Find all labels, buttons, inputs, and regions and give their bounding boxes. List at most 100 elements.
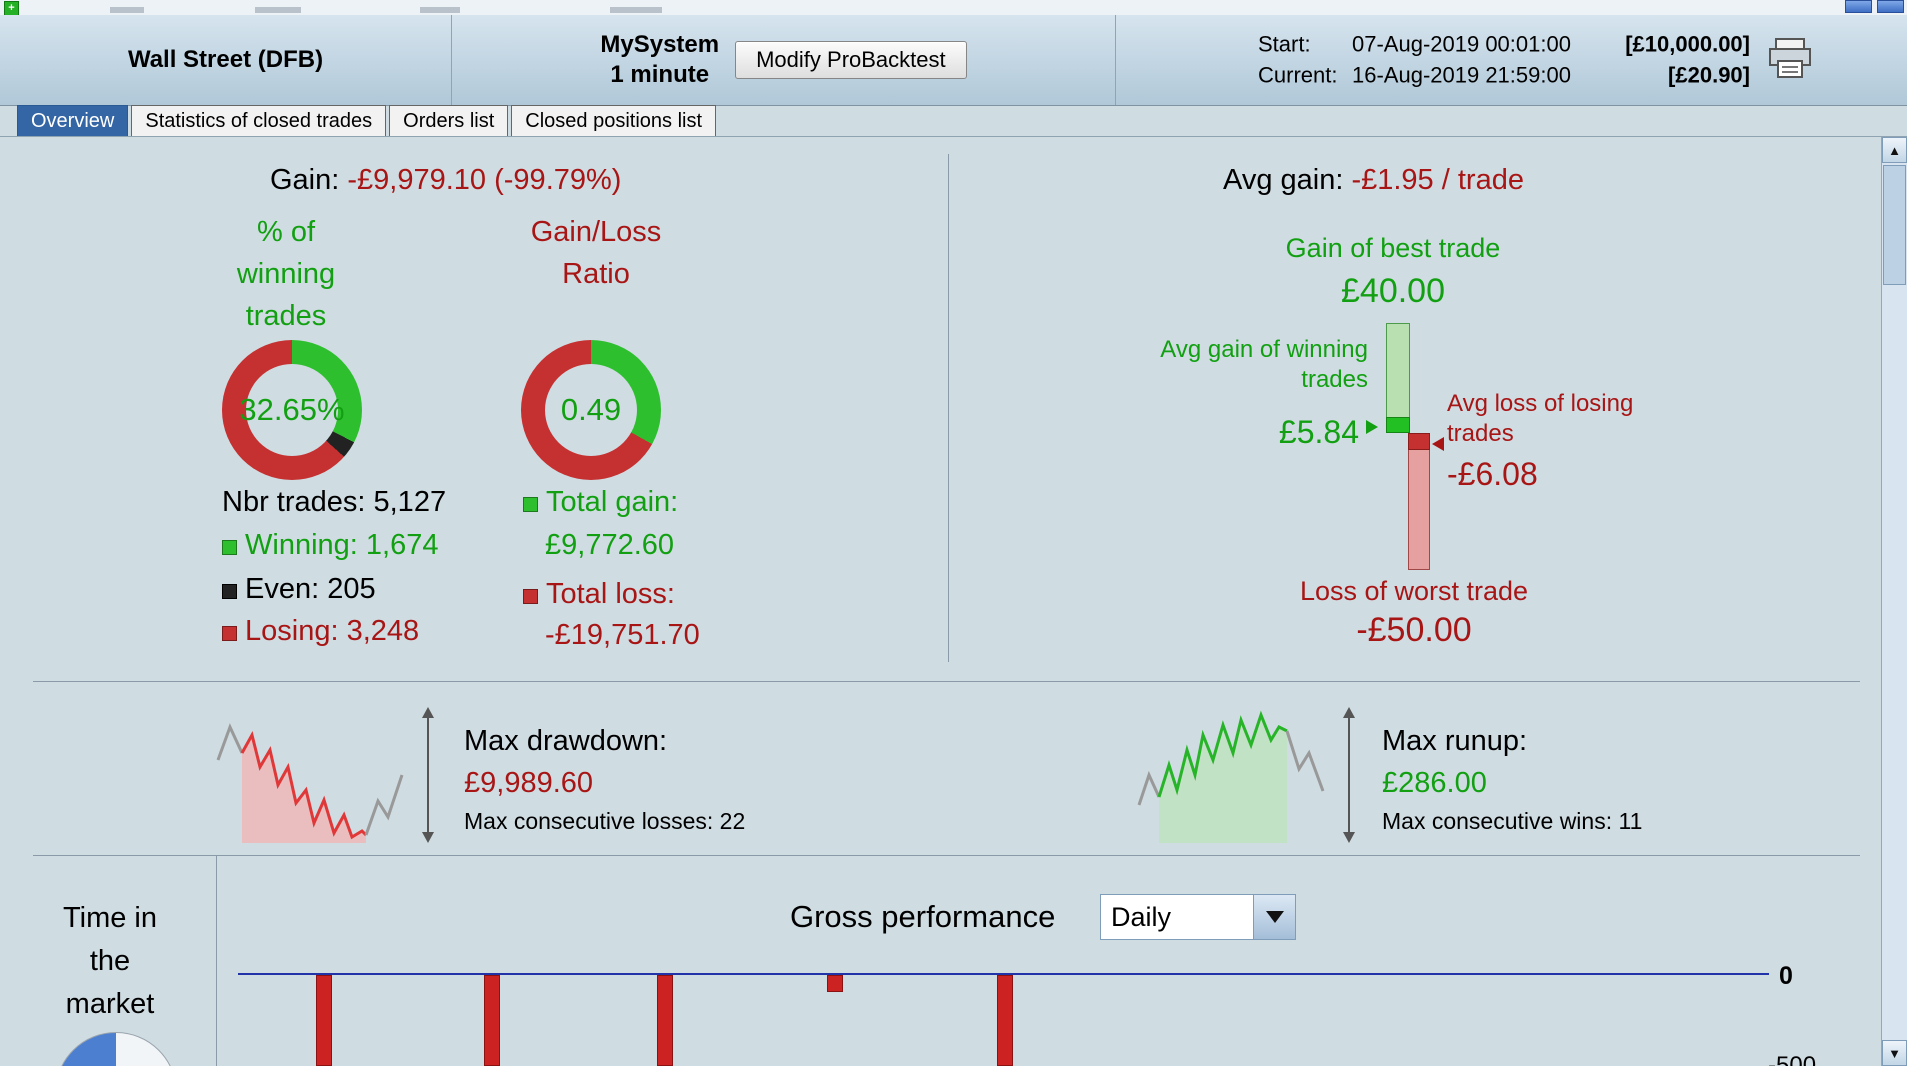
- tab-closed-positions-list[interactable]: Closed positions list: [511, 105, 717, 136]
- header-divider: [1115, 15, 1116, 105]
- gain-loss-ratio-donut-chart: 0.49: [521, 340, 661, 480]
- section-divider: [33, 681, 1860, 682]
- overview-panel: Gain: -£9,979.10 (-99.79%) % of winning …: [0, 137, 1907, 1066]
- start-label: Start:: [1258, 31, 1311, 57]
- gross-performance-bar: [827, 975, 843, 992]
- gross-performance-title: Gross performance: [790, 899, 1056, 934]
- gain-label: Gain:: [270, 164, 340, 196]
- total-loss-legend-icon: [523, 589, 538, 604]
- avg-win-value: £5.84: [1278, 414, 1359, 450]
- tab-orders-list[interactable]: Orders list: [389, 105, 509, 136]
- axis-label-zero: 0: [1779, 962, 1793, 990]
- scroll-down-arrow-icon[interactable]: ▼: [1882, 1040, 1907, 1066]
- even-trades-stat: Even: 205: [222, 573, 376, 606]
- total-gain-label: Total gain:: [523, 486, 678, 519]
- max-drawdown-label: Max drawdown:: [464, 725, 668, 757]
- modify-probacktest-button[interactable]: Modify ProBacktest: [735, 41, 967, 79]
- avg-loss-label: Avg loss of losing trades: [1447, 390, 1634, 447]
- total-gain-value: £9,772.60: [545, 529, 675, 561]
- avg-win-pointer-icon: [1366, 420, 1378, 434]
- losing-legend-icon: [222, 626, 237, 641]
- ratio-value: 0.49: [560, 392, 622, 427]
- gross-performance-period-select[interactable]: Daily: [1100, 894, 1296, 940]
- winning-trades-stat: Winning: 1,674: [222, 529, 438, 562]
- gross-performance-bar: [657, 975, 673, 1066]
- time-in-market-label: Time in the market: [63, 902, 157, 1020]
- clipped-menu-strip: +: [0, 0, 1907, 16]
- donut-hole: [246, 364, 338, 456]
- avg-loss-bar-segment: [1408, 433, 1430, 450]
- gain-headline: Gain: -£9,979.10 (-99.79%): [270, 164, 621, 197]
- winning-pct-value: 32.65%: [239, 392, 345, 427]
- losing-trades-stat: Losing: 3,248: [222, 615, 419, 648]
- start-datetime: 07-Aug-2019 00:01:00: [1352, 31, 1571, 57]
- header-divider: [451, 15, 452, 105]
- winning-legend-icon: [222, 540, 237, 555]
- best-trade-value: £40.00: [1341, 272, 1445, 310]
- max-consecutive-losses: Max consecutive losses: 22: [464, 808, 746, 834]
- period-selected-value: Daily: [1111, 901, 1172, 932]
- worst-trade-value: -£50.00: [1356, 611, 1472, 649]
- avg-loss-value: -£6.08: [1447, 456, 1538, 492]
- gross-performance-bar: [316, 975, 332, 1066]
- tab-statistics-of-closed-trades[interactable]: Statistics of closed trades: [131, 105, 387, 136]
- axis-label-neg500: -500: [1768, 1052, 1817, 1066]
- scrollbar-thumb[interactable]: [1883, 165, 1906, 285]
- runup-sparkline-icon: [1137, 705, 1359, 850]
- instrument-name: Wall Street (DFB): [127, 46, 324, 73]
- avg-gain-label: Avg gain:: [1223, 164, 1344, 196]
- gross-performance-bar: [484, 975, 500, 1066]
- system-name: MySystem: [600, 31, 720, 58]
- avg-gain-headline: Avg gain: -£1.95 / trade: [1223, 164, 1524, 197]
- window-button[interactable]: [1877, 0, 1904, 13]
- gain-value: -£9,979.10 (-99.79%): [347, 164, 622, 196]
- drawdown-sparkline-icon: [216, 705, 438, 850]
- ratio-donut-heading: Gain/Loss Ratio: [530, 216, 662, 290]
- gross-performance-bar: [997, 975, 1013, 1066]
- time-in-market-pie-chart: [55, 1032, 177, 1066]
- scroll-up-arrow-icon[interactable]: ▲: [1882, 137, 1907, 163]
- avg-win-label: Avg gain of winning trades: [1160, 336, 1368, 393]
- best-trade-bar: [1386, 323, 1410, 433]
- report-header: Wall Street (DFB) MySystem 1 minute Modi…: [0, 15, 1907, 106]
- app-logo-icon: +: [4, 1, 19, 16]
- winning-donut-heading: % of winning trades: [236, 216, 336, 332]
- nbr-trades: Nbr trades: 5,127: [222, 486, 447, 518]
- avg-gain-value: -£1.95 / trade: [1351, 164, 1524, 196]
- clipped-menu-text: [610, 7, 662, 13]
- total-loss-value: -£19,751.70: [545, 619, 700, 651]
- even-legend-icon: [222, 584, 237, 599]
- total-loss-label: Total loss:: [523, 578, 675, 611]
- section-divider: [948, 154, 949, 662]
- current-datetime: 16-Aug-2019 21:59:00: [1352, 62, 1571, 88]
- clipped-menu-text: [255, 7, 301, 13]
- clipped-menu-text: [110, 7, 144, 13]
- window-button[interactable]: [1845, 0, 1872, 13]
- worst-trade-bar: [1408, 433, 1430, 570]
- winning-trades-donut-chart: 32.65%: [222, 340, 362, 480]
- max-drawdown-value: £9,989.60: [464, 767, 594, 799]
- max-runup-value: £286.00: [1382, 767, 1487, 799]
- start-capital: [£10,000.00]: [1625, 31, 1750, 57]
- current-label: Current:: [1258, 62, 1338, 88]
- tab-overview[interactable]: Overview: [17, 105, 129, 136]
- section-divider: [216, 855, 217, 1066]
- vertical-scrollbar[interactable]: ▲ ▼: [1881, 137, 1907, 1066]
- best-trade-label: Gain of best trade: [1285, 233, 1501, 263]
- zero-axis-line: [238, 973, 1769, 975]
- system-timeframe: 1 minute: [610, 61, 710, 88]
- avg-win-bar-segment: [1386, 417, 1410, 433]
- current-capital: [£20.90]: [1668, 62, 1750, 88]
- report-tabbar: Overview Statistics of closed trades Ord…: [0, 105, 1907, 137]
- print-icon[interactable]: [1766, 37, 1814, 86]
- chevron-down-icon[interactable]: [1253, 895, 1295, 939]
- donut-hole: [545, 364, 637, 456]
- section-divider: [33, 855, 1860, 856]
- worst-trade-label: Loss of worst trade: [1299, 576, 1529, 606]
- avg-loss-pointer-icon: [1432, 437, 1444, 451]
- max-consecutive-wins: Max consecutive wins: 11: [1382, 808, 1643, 834]
- clipped-menu-text: [420, 7, 460, 13]
- total-gain-legend-icon: [523, 497, 538, 512]
- max-runup-label: Max runup:: [1382, 725, 1528, 757]
